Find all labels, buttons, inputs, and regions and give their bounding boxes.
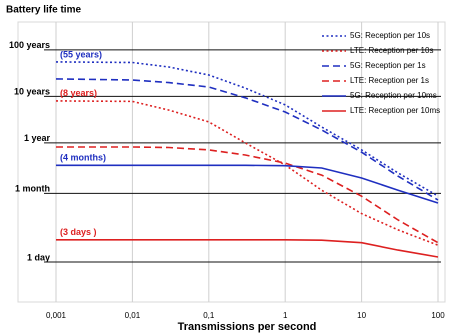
legend-label: LTE: Reception per 1s <box>350 76 429 85</box>
annotation: (8 years) <box>60 88 97 98</box>
legend-label: LTE: Reception per 10s <box>350 46 433 55</box>
series-line <box>55 61 439 197</box>
annotation: (55 years) <box>60 49 102 59</box>
y-tick-label: 100 years <box>9 40 50 50</box>
plot-frame <box>17 21 446 303</box>
x-tick-label: 10 <box>357 311 366 320</box>
series-line <box>56 146 439 244</box>
legend-label: 5G: Reception per 10ms <box>350 91 437 100</box>
series-line <box>56 164 439 204</box>
legend-label: 5G: Reception per 1s <box>350 61 426 70</box>
series-line <box>56 239 439 258</box>
annotation: (4 months) <box>60 153 106 163</box>
chart-title: Battery life time <box>6 5 81 16</box>
y-tick-label: 1 year <box>24 133 51 143</box>
y-tick-label: 1 month <box>15 184 50 194</box>
y-tick-label: 1 day <box>27 252 50 262</box>
series-line <box>55 100 439 246</box>
y-tick-label: 10 years <box>14 87 50 97</box>
x-tick-label: 0,01 <box>125 311 141 320</box>
x-tick-label: 0,1 <box>203 311 215 320</box>
series-line <box>55 78 439 201</box>
legend-label: LTE: Reception per 10ms <box>350 106 440 115</box>
x-tick-label: 0,001 <box>46 311 67 320</box>
x-axis-label: Transmissions per second <box>178 321 317 333</box>
x-tick-label: 1 <box>283 311 288 320</box>
legend-label: 5G: Reception per 10s <box>350 31 430 40</box>
annotation: (3 days ) <box>60 227 97 237</box>
x-tick-label: 100 <box>431 311 445 320</box>
